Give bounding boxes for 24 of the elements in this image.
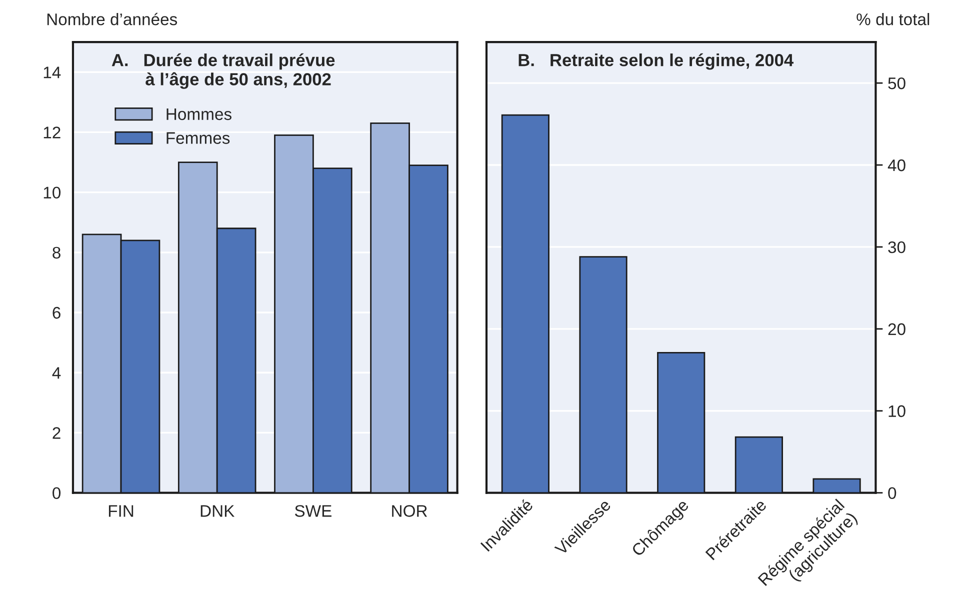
legend-label: Femmes	[166, 132, 230, 144]
text: B. Retraite selon le régime, 2004	[518, 53, 794, 70]
y-tick-label: 50	[888, 77, 906, 90]
y-tick-label: 30	[888, 241, 906, 254]
y-tick-label: 0	[52, 487, 61, 500]
y-tick-label: 0	[888, 487, 896, 500]
y-tick-label: 14	[44, 66, 61, 78]
y-tick-label: 10	[888, 405, 906, 418]
x-tick-label: FIN	[108, 505, 134, 517]
y-tick-label: 2	[52, 427, 60, 439]
y-tick-label: 8	[52, 246, 60, 259]
y-tick-label: 10	[44, 186, 61, 199]
y-tick-label: 20	[888, 323, 906, 336]
y-axis-title: % du total	[856, 13, 930, 26]
x-tick-label: NOR	[392, 505, 428, 517]
text: A. Durée de travail prévue à l’âge de 50 ans, 2002	[112, 53, 335, 89]
y-tick-label: 4	[52, 367, 61, 379]
x-tick-label: DNK	[200, 505, 235, 517]
x-tick-label: SWE	[294, 505, 332, 517]
y-axis-title: Nombre d’années	[47, 12, 178, 26]
y-tick-label: 40	[888, 159, 906, 172]
y-tick-label: 6	[52, 306, 60, 319]
y-tick-label: 12	[44, 126, 60, 138]
legend-label: Hommes	[166, 108, 232, 120]
